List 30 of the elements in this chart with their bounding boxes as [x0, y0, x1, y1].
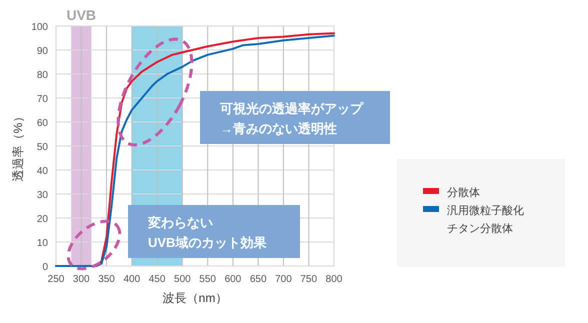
x-tick-label: 500 [174, 274, 192, 285]
y-axis-title: 透過率（%） [11, 110, 25, 182]
legend-label: 分散体 [447, 187, 480, 199]
x-tick-label: 350 [98, 274, 116, 285]
x-axis-title: 波長（nm） [162, 291, 228, 305]
x-tick-label: 800 [326, 274, 343, 285]
band-label: UVB [66, 7, 96, 23]
x-tick-label: 750 [300, 274, 318, 285]
x-tick-label: 250 [48, 274, 65, 285]
y-tick-label: 50 [36, 142, 48, 153]
y-tick-label: 80 [36, 70, 48, 81]
y-tick-label: 0 [42, 262, 48, 273]
x-tick-label: 450 [148, 274, 166, 285]
legend-label: 汎用微粒子酸化チタン分散体 [447, 205, 524, 235]
y-tick-label: 30 [36, 190, 48, 201]
y-tick-label: 20 [36, 214, 48, 225]
annotation: 可視光の透過率がアップ →青みのない透明性 [219, 101, 364, 136]
y-tick-label: 100 [31, 22, 48, 33]
x-tick-label: 400 [123, 274, 141, 285]
y-tick-label: 10 [36, 238, 48, 249]
y-tick-label: 70 [36, 94, 48, 105]
x-tick-label: 700 [275, 274, 292, 285]
x-tick-label: 300 [72, 274, 90, 285]
y-tick-label: 60 [36, 118, 48, 129]
x-tick-label: 550 [199, 274, 216, 285]
y-tick-label: 90 [36, 46, 48, 57]
annotation: 変わらない UVB域のカット効果 [147, 215, 268, 250]
y-tick-label: 40 [36, 166, 48, 177]
x-tick-label: 650 [250, 274, 267, 285]
x-tick-label: 600 [224, 274, 242, 285]
